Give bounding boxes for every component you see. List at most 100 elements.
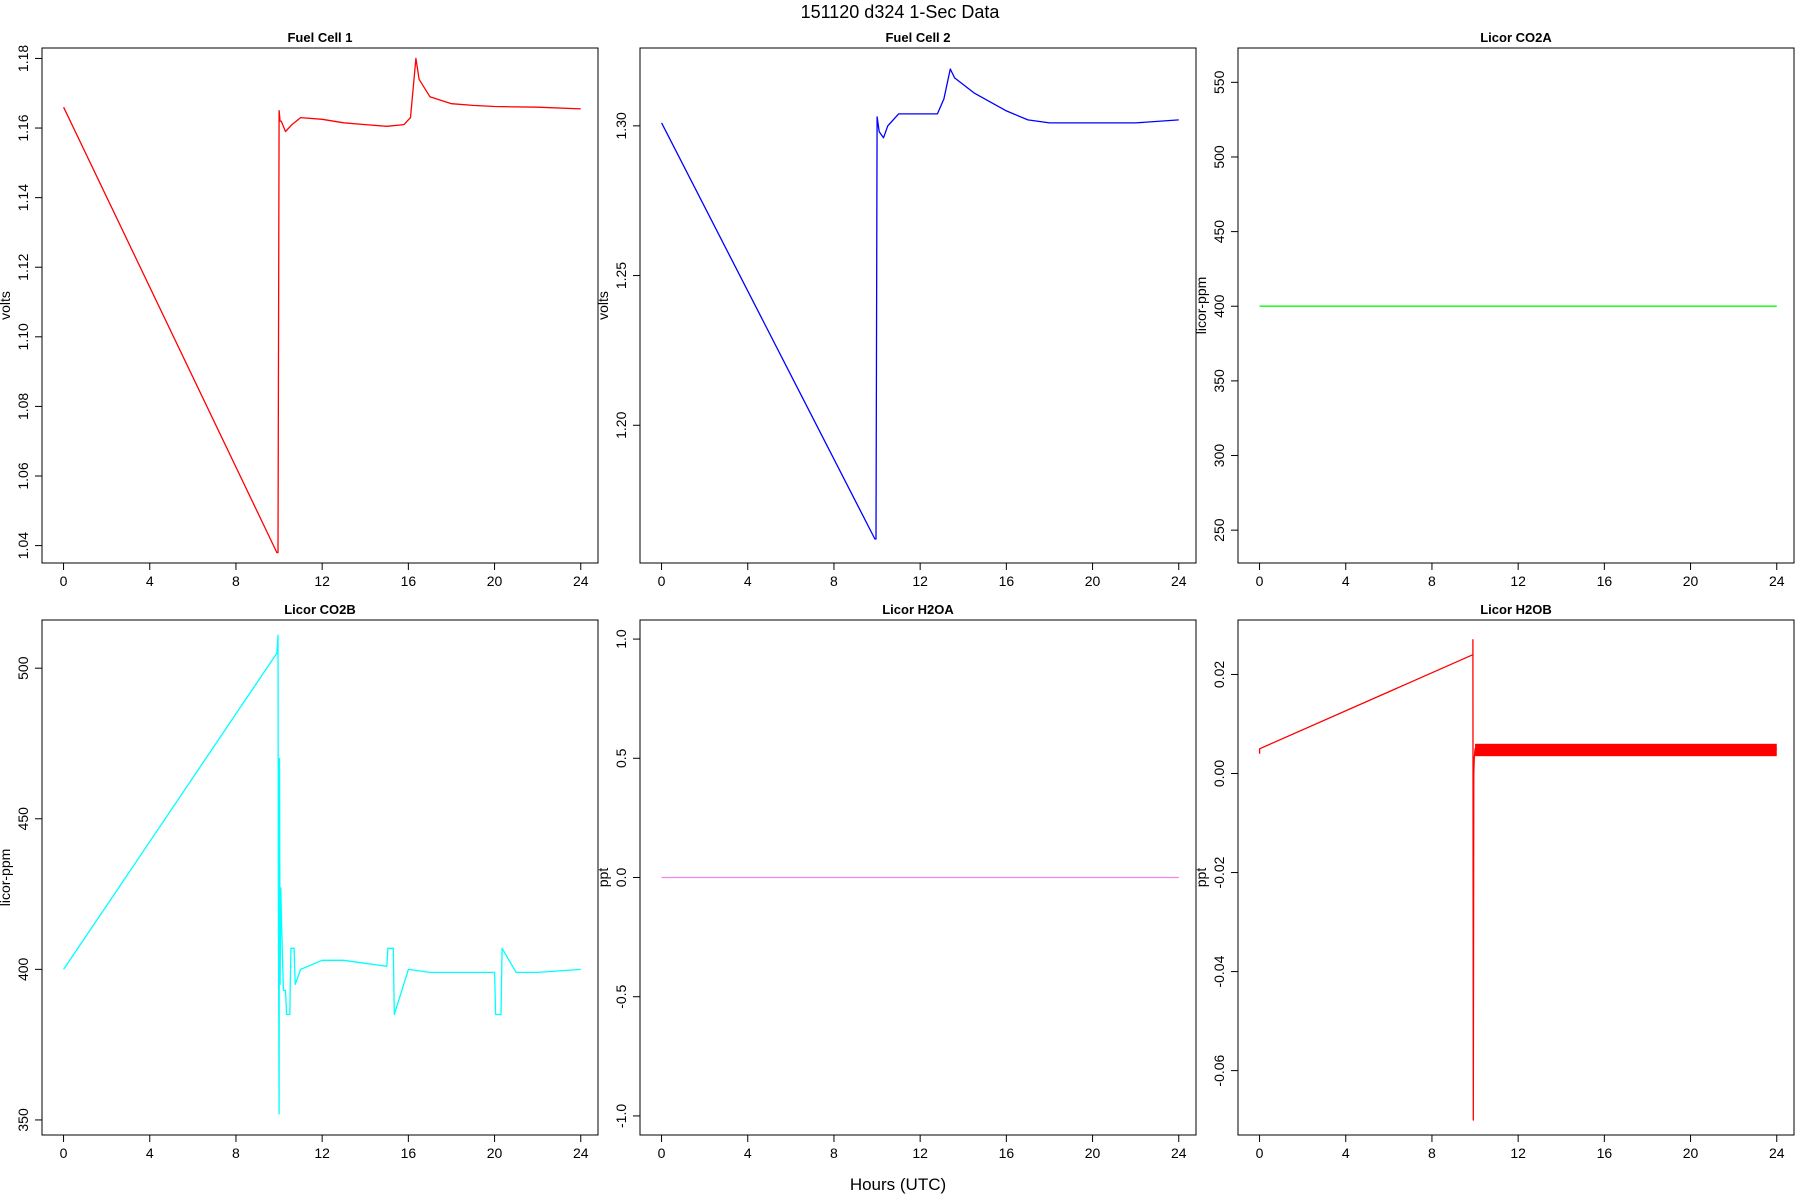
figure-title: 151120 d324 1-Sec Data — [801, 2, 1001, 22]
y-tick-label: 0.0 — [613, 868, 629, 888]
y-tick-label: -0.5 — [613, 984, 629, 1008]
x-tick-label: 24 — [1171, 573, 1187, 589]
x-tick-label: 0 — [1256, 573, 1264, 589]
y-tick-label: 300 — [1211, 444, 1227, 468]
panel-title: Licor CO2B — [284, 602, 356, 617]
plot-frame — [41, 47, 599, 564]
y-tick-label: 350 — [1211, 369, 1227, 393]
x-tick-label: 16 — [1597, 573, 1613, 589]
x-tick-label: 20 — [487, 1145, 503, 1161]
panel-title: Licor H2OA — [882, 602, 954, 617]
x-tick-label: 12 — [912, 573, 928, 589]
x-tick-label: 16 — [999, 573, 1015, 589]
y-tick-label: 500 — [15, 656, 31, 680]
plot-frame — [639, 47, 1197, 564]
x-tick-label: 8 — [232, 573, 240, 589]
y-axis-label: ppt — [1193, 868, 1209, 888]
y-tick-label: 0.00 — [1211, 760, 1227, 787]
x-tick-label: 20 — [1683, 1145, 1699, 1161]
x-tick-label: 20 — [1683, 573, 1699, 589]
x-tick-label: 8 — [830, 573, 838, 589]
x-tick-label: 8 — [232, 1145, 240, 1161]
series-line — [63, 634, 581, 1115]
x-tick-label: 4 — [744, 573, 752, 589]
chart-panel: Fuel Cell 2 volts 0 4 8 12 16 20 24 1.20 1.25 1.30 — [595, 30, 1197, 589]
x-tick-label: 0 — [658, 1145, 666, 1161]
y-tick-label: 450 — [1211, 220, 1227, 244]
x-tick-label: 4 — [1342, 573, 1350, 589]
y-tick-label: 1.08 — [15, 393, 31, 420]
x-tick-label: 16 — [999, 1145, 1015, 1161]
panel-title: Licor CO2A — [1480, 30, 1552, 45]
series-line — [1258, 639, 1777, 1121]
y-tick-label: 1.30 — [613, 112, 629, 139]
x-tick-label: 12 — [1510, 1145, 1526, 1161]
y-axis-label: licor-ppm — [1193, 277, 1209, 335]
x-tick-label: 20 — [1085, 1145, 1101, 1161]
x-tick-label: 24 — [1769, 573, 1785, 589]
y-tick-label: 1.04 — [15, 532, 31, 559]
x-tick-label: 20 — [1085, 573, 1101, 589]
x-tick-label: 12 — [314, 1145, 330, 1161]
y-tick-label: 1.14 — [15, 184, 31, 211]
chart-panel: Licor H2OB ppt 0 4 8 12 16 20 24 -0.06 -0.04 -0.02 0… — [1193, 602, 1795, 1161]
y-tick-label: 0.5 — [613, 748, 629, 768]
y-tick-label: 1.06 — [15, 462, 31, 489]
x-tick-label: 4 — [146, 1145, 154, 1161]
x-tick-label: 16 — [401, 1145, 417, 1161]
x-tick-label: 24 — [573, 1145, 589, 1161]
y-tick-label: 250 — [1211, 518, 1227, 542]
series-line — [661, 68, 1179, 540]
y-tick-label: 400 — [1211, 294, 1227, 318]
x-tick-label: 0 — [1256, 1145, 1264, 1161]
plot-frame — [1237, 619, 1795, 1136]
y-tick-label: 550 — [1211, 70, 1227, 94]
y-tick-label: 1.10 — [15, 323, 31, 350]
panel-title: Fuel Cell 1 — [287, 30, 352, 45]
x-tick-label: 0 — [60, 1145, 68, 1161]
chart-panel: Fuel Cell 1 volts 0 4 8 12 16 20 24 1.04 1.06 1.08 1… — [0, 30, 599, 589]
panel-title: Licor H2OB — [1480, 602, 1552, 617]
x-tick-label: 8 — [830, 1145, 838, 1161]
y-tick-label: 0.02 — [1211, 661, 1227, 688]
y-axis-label: licor-ppm — [0, 849, 13, 907]
x-tick-label: 24 — [1769, 1145, 1785, 1161]
x-tick-label: 12 — [314, 573, 330, 589]
panel-title: Fuel Cell 2 — [885, 30, 950, 45]
x-tick-label: 0 — [60, 573, 68, 589]
y-tick-label: 1.0 — [613, 629, 629, 649]
y-tick-label: 500 — [1211, 145, 1227, 169]
y-axis-label: ppt — [595, 868, 611, 888]
x-tick-label: 12 — [912, 1145, 928, 1161]
x-tick-label: 16 — [401, 573, 417, 589]
x-tick-label: 24 — [573, 573, 589, 589]
x-tick-label: 8 — [1428, 573, 1436, 589]
chart-panel: Licor H2OA ppt 0 4 8 12 16 20 24 -1.0 -0.5 0.0 0.5 1.… — [595, 602, 1197, 1161]
y-axis-label: volts — [595, 291, 611, 320]
chart-panel: Licor CO2B licor-ppm 0 4 8 12 16 20 24 350 400 450 5… — [0, 602, 599, 1161]
x-tick-label: 24 — [1171, 1145, 1187, 1161]
y-axis-label: volts — [0, 291, 13, 320]
plot-frame — [41, 619, 599, 1136]
y-tick-label: -0.04 — [1211, 955, 1227, 987]
y-tick-label: 400 — [15, 957, 31, 981]
x-tick-label: 0 — [658, 573, 666, 589]
y-tick-label: -0.02 — [1211, 856, 1227, 888]
y-tick-label: -1.0 — [613, 1104, 629, 1128]
plot-frame — [1237, 47, 1795, 564]
series-line — [63, 57, 581, 554]
x-tick-label: 12 — [1510, 573, 1526, 589]
chart-panel: Licor CO2A licor-ppm 0 4 8 12 16 20 24 250 300 350 4… — [1193, 30, 1795, 589]
x-tick-label: 8 — [1428, 1145, 1436, 1161]
y-tick-label: 1.18 — [15, 45, 31, 72]
y-tick-label: 1.12 — [15, 253, 31, 280]
y-tick-label: -0.06 — [1211, 1054, 1227, 1086]
y-tick-label: 1.16 — [15, 114, 31, 141]
x-tick-label: 20 — [487, 573, 503, 589]
x-tick-label: 4 — [146, 573, 154, 589]
y-tick-label: 350 — [15, 1108, 31, 1132]
x-tick-label: 4 — [1342, 1145, 1350, 1161]
y-tick-label: 1.25 — [613, 262, 629, 289]
